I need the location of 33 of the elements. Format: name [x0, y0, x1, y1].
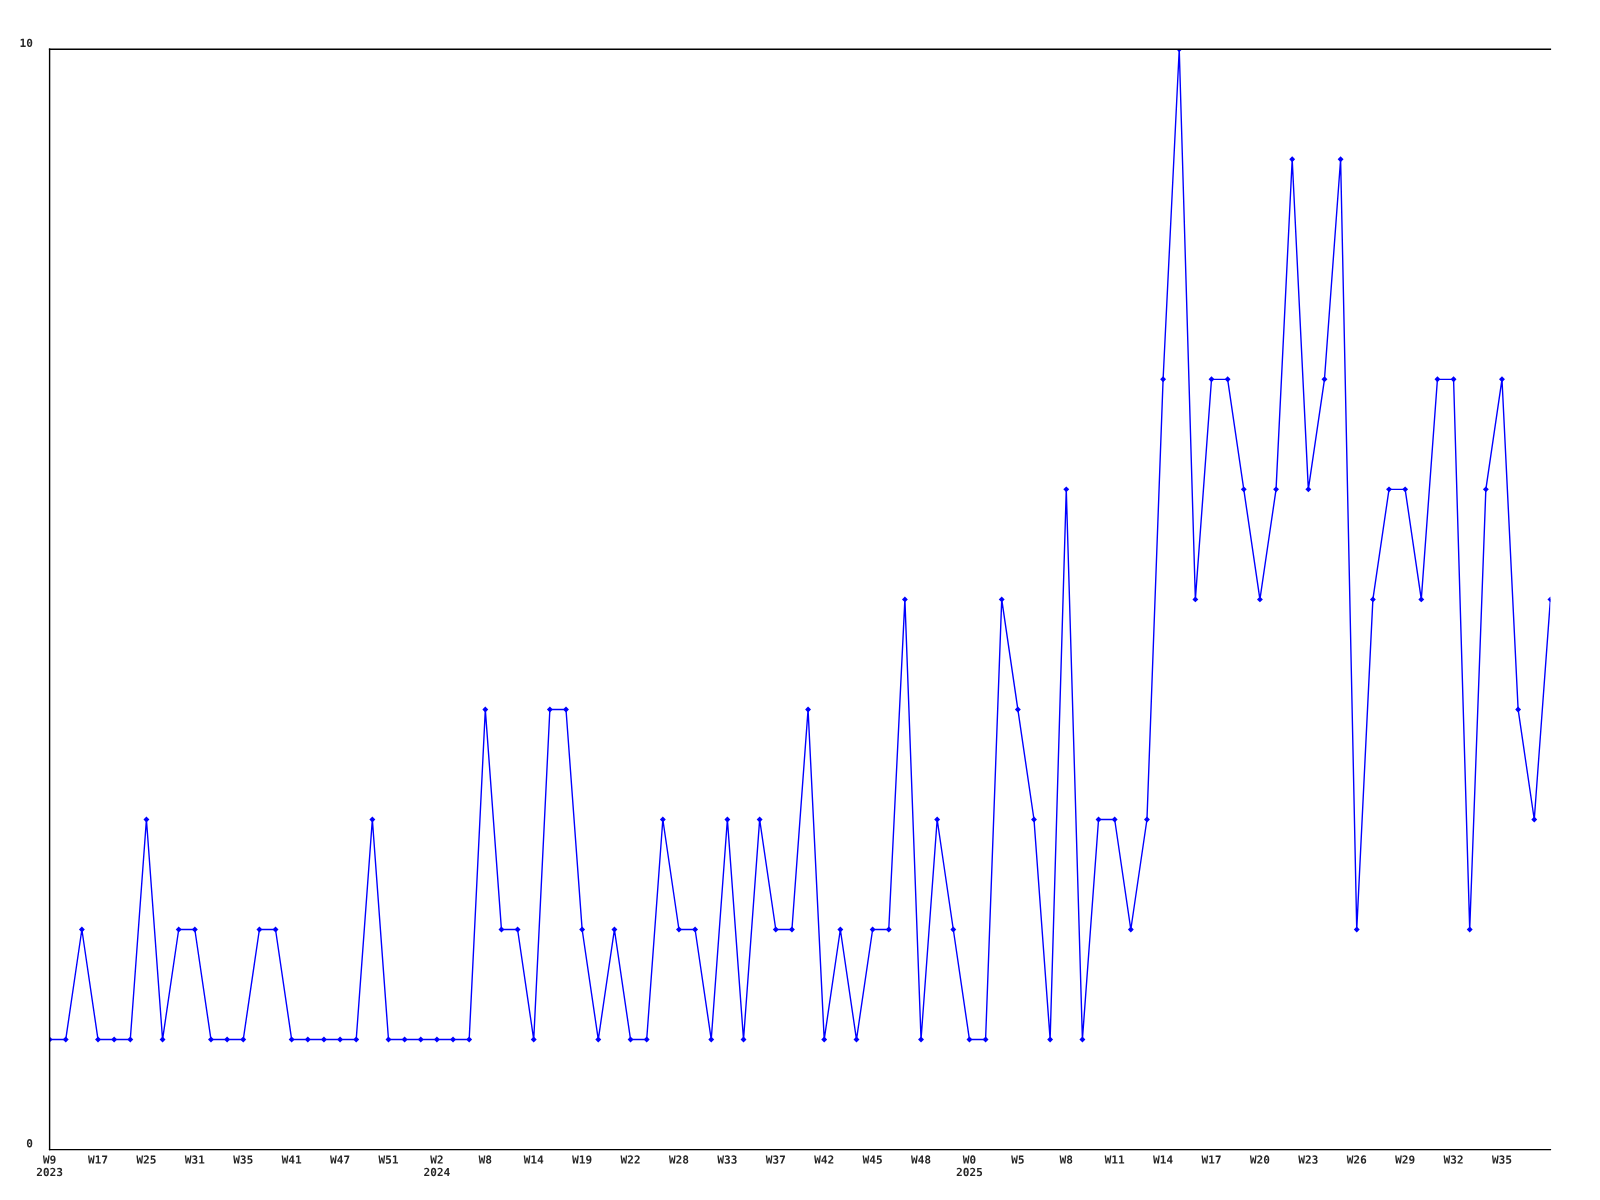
x-tick-label: W51: [378, 1155, 398, 1164]
x-tick-label: W35: [1491, 1155, 1512, 1164]
x-tick-label: W19: [572, 1155, 592, 1164]
x-tick-label: W29: [1395, 1155, 1415, 1164]
x-tick-label: W14: [523, 1155, 544, 1164]
x-tick-label: W8: [1059, 1155, 1073, 1164]
x-tick-label: W23: [1298, 1155, 1318, 1164]
x-tick-label: W48: [911, 1155, 931, 1164]
x-tick-label: W37: [765, 1155, 785, 1164]
x-tick-label: W0 2025: [956, 1155, 983, 1177]
x-tick-label: W26: [1346, 1155, 1367, 1164]
x-tick-label: W5: [1011, 1155, 1024, 1164]
x-tick-label: W47: [330, 1155, 350, 1164]
y-tick-label: 0: [26, 1139, 33, 1148]
x-tick-label: W2 2024: [424, 1155, 450, 1177]
x-tick-label: W28: [668, 1155, 689, 1164]
x-tick-label: W33: [717, 1155, 737, 1164]
x-tick-label: W31: [184, 1155, 205, 1164]
x-tick-label: W25: [136, 1155, 156, 1164]
x-tick-label: W9 2023: [36, 1155, 63, 1177]
x-tick-label: W45: [862, 1155, 882, 1164]
y-tick-label: 10: [20, 38, 33, 48]
x-tick-label: W22: [620, 1155, 640, 1164]
x-tick-label: W17: [1201, 1155, 1221, 1164]
x-tick-label: W14: [1153, 1155, 1173, 1164]
x-tick-label: W20: [1249, 1155, 1270, 1164]
x-tick-label: W32: [1443, 1155, 1463, 1164]
x-tick-label: W8: [478, 1155, 492, 1164]
x-tick-label: W17: [87, 1155, 108, 1164]
x-tick-label: W41: [281, 1155, 302, 1164]
x-tick-label: W35: [233, 1155, 253, 1164]
x-tick-label: W42: [814, 1155, 834, 1164]
x-tick-label: W11: [1104, 1155, 1125, 1164]
